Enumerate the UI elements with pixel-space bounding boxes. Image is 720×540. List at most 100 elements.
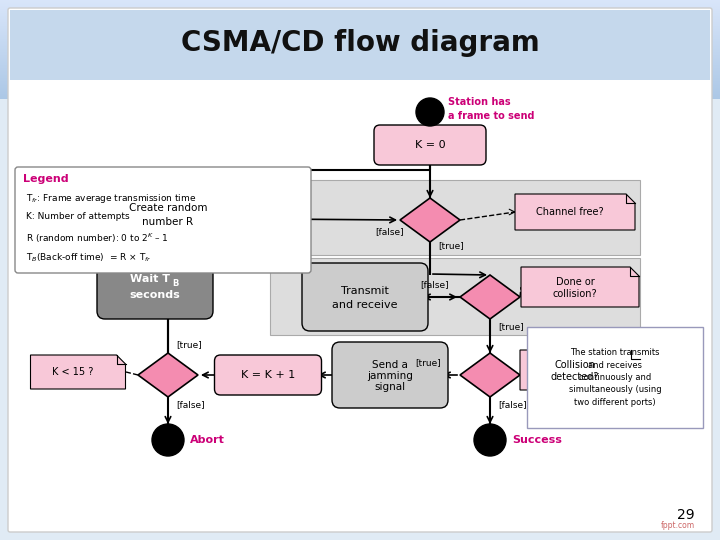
Bar <box>0 396 720 397</box>
Bar <box>0 289 720 290</box>
Bar <box>0 223 720 224</box>
Bar <box>0 378 720 379</box>
Bar <box>0 230 720 231</box>
Bar <box>0 239 720 240</box>
Bar <box>0 279 720 280</box>
Bar <box>0 83 720 84</box>
Bar <box>0 425 720 426</box>
Bar <box>0 243 720 244</box>
Bar <box>0 499 720 500</box>
Bar <box>0 177 720 178</box>
Bar <box>0 484 720 485</box>
Bar <box>0 186 720 187</box>
Bar <box>0 197 720 198</box>
Bar <box>0 504 720 505</box>
Bar <box>0 219 720 220</box>
Bar <box>0 163 720 164</box>
Bar <box>0 330 720 331</box>
Bar <box>0 56 720 57</box>
Text: K = 0: K = 0 <box>415 140 445 150</box>
Bar <box>0 391 720 392</box>
Bar <box>0 1 720 2</box>
Bar <box>0 522 720 523</box>
Bar <box>0 524 720 525</box>
Bar <box>0 253 720 254</box>
Bar <box>0 135 720 136</box>
Bar <box>0 91 720 92</box>
Bar <box>0 37 720 38</box>
Bar <box>0 22 720 23</box>
Text: jamming: jamming <box>367 371 413 381</box>
Bar <box>0 3 720 4</box>
Bar <box>0 397 720 398</box>
Bar <box>0 444 720 445</box>
Bar <box>0 117 720 118</box>
Bar <box>0 18 720 19</box>
Bar <box>0 61 720 62</box>
Bar <box>0 299 720 300</box>
Bar <box>0 107 720 108</box>
Bar <box>0 359 720 360</box>
Bar <box>0 414 720 415</box>
Bar <box>0 479 720 480</box>
Bar <box>0 161 720 162</box>
Bar <box>0 233 720 234</box>
Bar <box>0 537 720 538</box>
Bar <box>0 406 720 407</box>
Bar <box>0 407 720 408</box>
Bar <box>0 361 720 362</box>
Bar <box>0 333 720 334</box>
Bar <box>0 513 720 514</box>
Bar <box>0 377 720 378</box>
Bar <box>0 179 720 180</box>
Bar <box>0 261 720 262</box>
Bar <box>0 433 720 434</box>
Text: [true]: [true] <box>415 358 441 367</box>
Bar <box>0 114 720 115</box>
Bar <box>0 143 720 144</box>
Bar <box>0 418 720 419</box>
Bar <box>0 286 720 287</box>
Bar <box>0 28 720 29</box>
Bar <box>0 385 720 386</box>
Bar <box>0 486 720 487</box>
Bar <box>0 374 720 375</box>
FancyBboxPatch shape <box>374 125 486 165</box>
Bar <box>0 441 720 442</box>
Bar <box>0 145 720 146</box>
Bar <box>0 275 720 276</box>
Bar <box>0 428 720 429</box>
Bar <box>0 490 720 491</box>
Bar <box>0 389 720 390</box>
Bar <box>0 80 720 81</box>
Text: [false]: [false] <box>420 280 449 289</box>
Bar <box>0 469 720 470</box>
Bar <box>0 158 720 159</box>
Bar <box>0 96 720 97</box>
Bar <box>0 10 720 11</box>
Bar <box>0 456 720 457</box>
Bar <box>0 159 720 160</box>
Bar <box>0 292 720 293</box>
Bar <box>0 386 720 387</box>
Bar <box>0 438 720 439</box>
Bar <box>0 509 720 510</box>
Bar <box>0 278 720 279</box>
Bar <box>0 436 720 437</box>
Bar <box>0 477 720 478</box>
FancyBboxPatch shape <box>527 327 703 428</box>
Bar <box>0 519 720 520</box>
Bar <box>0 453 720 454</box>
Bar <box>0 34 720 35</box>
Bar <box>0 63 720 64</box>
Bar <box>0 502 720 503</box>
Bar <box>0 137 720 138</box>
Bar <box>0 435 720 436</box>
Bar <box>0 529 720 530</box>
Bar <box>0 36 720 37</box>
Bar <box>0 150 720 151</box>
Text: R (random number): 0 to 2$^K$ – 1: R (random number): 0 to 2$^K$ – 1 <box>26 232 168 245</box>
Bar <box>0 371 720 372</box>
Bar <box>0 459 720 460</box>
Bar <box>0 206 720 207</box>
